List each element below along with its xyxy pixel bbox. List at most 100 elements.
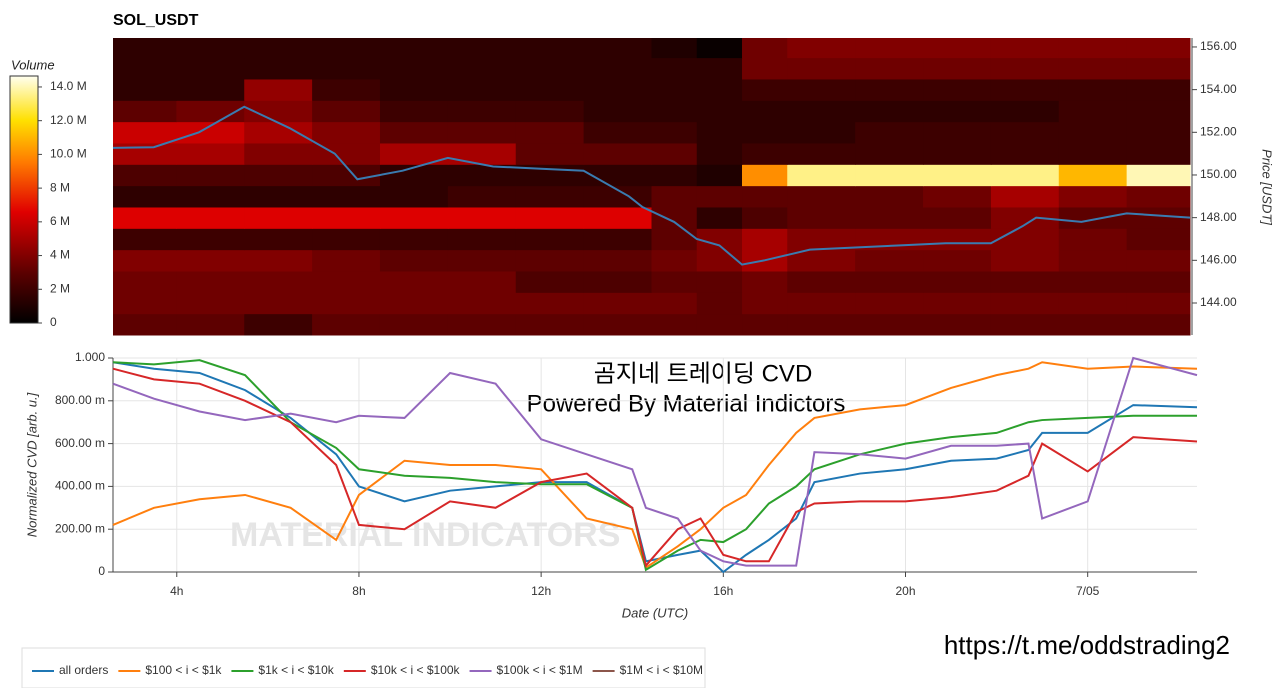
heat-cell bbox=[515, 142, 585, 165]
heat-cell bbox=[651, 313, 698, 336]
heat-cell bbox=[312, 142, 381, 165]
heat-cell bbox=[990, 313, 1060, 336]
heat-cell bbox=[176, 142, 245, 165]
y2-tick-label: 148.00 bbox=[1200, 210, 1237, 224]
heat-cell bbox=[923, 292, 992, 315]
x-tick-label: 16h bbox=[713, 584, 733, 598]
heat-cell bbox=[583, 78, 652, 101]
x-tick-label: 8h bbox=[352, 584, 365, 598]
heat-cell bbox=[379, 57, 449, 80]
heat-cell bbox=[515, 206, 585, 229]
heat-cell bbox=[447, 164, 517, 187]
legend-label: all orders bbox=[59, 663, 108, 677]
colorbar-tick-label: 2 M bbox=[50, 281, 70, 295]
heat-cell bbox=[787, 78, 856, 101]
heat-cell bbox=[379, 228, 449, 251]
heat-cell bbox=[855, 38, 924, 59]
watermark: MATERIAL INDICATORS bbox=[230, 516, 620, 554]
heat-cell bbox=[1126, 121, 1191, 144]
heat-cell bbox=[176, 57, 245, 80]
heat-cell bbox=[855, 164, 924, 187]
heat-cell bbox=[651, 228, 698, 251]
heat-cell bbox=[696, 228, 743, 251]
heat-cell bbox=[379, 313, 449, 336]
heat-cell bbox=[990, 121, 1060, 144]
heat-cell bbox=[787, 185, 856, 208]
heat-cell bbox=[742, 228, 788, 251]
heat-cell bbox=[1058, 185, 1128, 208]
legend-label: $100k < i < $1M bbox=[497, 663, 583, 677]
heat-cell bbox=[113, 313, 177, 336]
heat-cell bbox=[1126, 185, 1191, 208]
heat-cell bbox=[1126, 38, 1191, 59]
heat-cell bbox=[515, 313, 585, 336]
heat-cell bbox=[447, 38, 517, 59]
heat-cell bbox=[379, 164, 449, 187]
heat-cell bbox=[312, 38, 381, 59]
heat-cell bbox=[379, 121, 449, 144]
heat-cell bbox=[583, 164, 652, 187]
heat-cell bbox=[312, 57, 381, 80]
heat-cell bbox=[447, 228, 517, 251]
y-tick-label: 800.00 m bbox=[55, 393, 105, 407]
heat-cell bbox=[696, 313, 743, 336]
heat-cell bbox=[696, 142, 743, 165]
heat-cell bbox=[447, 142, 517, 165]
heat-cell bbox=[742, 121, 788, 144]
legend-label: $100 < i < $1k bbox=[145, 663, 222, 677]
heat-cell bbox=[1126, 206, 1191, 229]
heat-cell bbox=[515, 292, 585, 315]
heat-cell bbox=[696, 78, 743, 101]
heat-cell bbox=[990, 100, 1060, 123]
heat-cell bbox=[176, 78, 245, 101]
heat-cell bbox=[1126, 270, 1191, 293]
heat-cell bbox=[583, 228, 652, 251]
heat-cell bbox=[1058, 164, 1128, 187]
heat-cell bbox=[583, 121, 652, 144]
heat-cell bbox=[312, 270, 381, 293]
heat-cell bbox=[379, 142, 449, 165]
heat-cell bbox=[379, 185, 449, 208]
heat-cell bbox=[379, 270, 449, 293]
heat-cell bbox=[515, 121, 585, 144]
x-label: Date (UTC) bbox=[622, 605, 688, 620]
heat-cell bbox=[1126, 164, 1191, 187]
colorbar-tick-label: 8 M bbox=[50, 180, 70, 194]
heat-cell bbox=[923, 121, 992, 144]
heat-cell bbox=[651, 206, 698, 229]
heat-cell bbox=[787, 270, 856, 293]
y-tick-label: 200.00 m bbox=[55, 521, 105, 535]
heat-cell bbox=[742, 78, 788, 101]
legend-label: $10k < i < $100k bbox=[371, 663, 461, 677]
heat-cell bbox=[583, 270, 652, 293]
heat-cell bbox=[787, 164, 856, 187]
heat-cell bbox=[379, 78, 449, 101]
heat-cell bbox=[113, 57, 177, 80]
heat-cell bbox=[1126, 78, 1191, 101]
annotation: Powered By Material Indictors bbox=[527, 390, 846, 417]
heat-cell bbox=[742, 313, 788, 336]
colorbar-tick-label: 14.0 M bbox=[50, 79, 87, 93]
heat-cell bbox=[1058, 121, 1128, 144]
heat-cell bbox=[176, 185, 245, 208]
heat-cell bbox=[515, 185, 585, 208]
heat-cell bbox=[696, 206, 743, 229]
heat-cell bbox=[312, 292, 381, 315]
heat-cell bbox=[113, 185, 177, 208]
heat-cell bbox=[1126, 249, 1191, 272]
heat-cell bbox=[244, 185, 313, 208]
heat-cell bbox=[176, 313, 245, 336]
heat-cell bbox=[176, 270, 245, 293]
heat-cell bbox=[742, 38, 788, 59]
heat-cell bbox=[990, 270, 1060, 293]
heat-cell bbox=[1126, 100, 1191, 123]
heat-cell bbox=[696, 164, 743, 187]
heat-cell bbox=[312, 249, 381, 272]
heat-cell bbox=[855, 249, 924, 272]
y2-tick-label: 156.00 bbox=[1200, 39, 1237, 53]
heat-cell bbox=[651, 292, 698, 315]
heat-cell bbox=[742, 164, 788, 187]
heat-cell bbox=[923, 206, 992, 229]
heat-cell bbox=[113, 270, 177, 293]
